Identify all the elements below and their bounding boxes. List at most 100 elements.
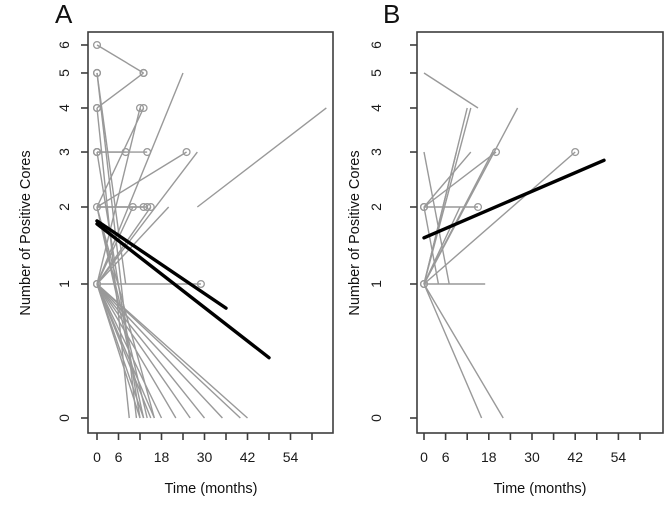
trajectory-line bbox=[423, 151, 450, 285]
y-tick-label: 6 bbox=[368, 41, 384, 49]
y-axis: 0 1 2 3 4 5 6 bbox=[368, 41, 417, 422]
trajectory-line bbox=[96, 283, 241, 419]
y-tick-label: 4 bbox=[56, 104, 72, 112]
gray-trajectories bbox=[423, 72, 576, 419]
trajectory-line bbox=[96, 107, 145, 208]
fit-line bbox=[95, 222, 271, 360]
trajectory-line bbox=[96, 283, 248, 419]
data-point-circle bbox=[139, 103, 148, 113]
observation-markers bbox=[92, 40, 205, 289]
data-point-circle bbox=[143, 147, 152, 157]
fit-line bbox=[422, 158, 606, 240]
x-axis: 0 6 18 30 42 54 bbox=[420, 433, 641, 465]
y-axis: 0 1 2 3 4 5 6 bbox=[56, 41, 88, 422]
gray-trajectories bbox=[96, 44, 327, 419]
trajectory-line bbox=[96, 283, 155, 419]
trajectory-line bbox=[423, 283, 483, 419]
trajectory-line bbox=[96, 283, 206, 419]
trajectory-line bbox=[423, 151, 497, 208]
trajectory-line bbox=[96, 283, 163, 419]
trajectory-line bbox=[423, 283, 504, 419]
trajectory-line bbox=[96, 283, 223, 419]
x-tick-label: 6 bbox=[442, 449, 450, 465]
trajectory-line bbox=[423, 206, 440, 285]
x-tick-label: 42 bbox=[240, 449, 256, 465]
data-point-circle bbox=[92, 147, 102, 157]
fit-line bbox=[95, 219, 228, 310]
trajectory-line bbox=[96, 206, 134, 285]
y-tick-label: 4 bbox=[368, 104, 384, 112]
x-axis: 0 6 18 30 42 54 bbox=[93, 433, 313, 465]
data-point-circle bbox=[419, 202, 429, 212]
y-tick-label: 6 bbox=[56, 41, 72, 49]
y-tick-label: 5 bbox=[368, 69, 384, 77]
y-tick-label: 3 bbox=[368, 148, 384, 156]
trajectory-line bbox=[196, 107, 327, 208]
trajectory-line bbox=[96, 72, 145, 109]
data-point-circle bbox=[92, 103, 102, 113]
trajectory-line bbox=[96, 151, 187, 208]
x-tick-label: 0 bbox=[420, 449, 428, 465]
data-point-circle bbox=[182, 147, 191, 157]
x-tick-label: 54 bbox=[611, 449, 627, 465]
data-point-circle bbox=[419, 279, 429, 289]
y-tick-label: 1 bbox=[56, 280, 72, 288]
trajectory-line bbox=[96, 283, 177, 419]
data-point-circle bbox=[128, 202, 137, 212]
x-tick-label: 54 bbox=[283, 449, 299, 465]
panel-a-y-axis-label: Number of Positive Cores bbox=[18, 150, 34, 316]
data-point-circle bbox=[491, 147, 501, 157]
x-tick-label: 30 bbox=[197, 449, 213, 465]
data-point-circle bbox=[92, 40, 102, 50]
trajectory-line bbox=[423, 151, 576, 285]
black-fit-lines bbox=[95, 219, 271, 360]
panel-b-x-axis-label: Time (months) bbox=[493, 481, 587, 497]
trajectory-line bbox=[96, 107, 141, 285]
y-tick-label: 2 bbox=[56, 203, 72, 211]
plot-frame bbox=[416, 31, 664, 434]
x-tick-label: 18 bbox=[154, 449, 170, 465]
data-point-circle bbox=[196, 279, 205, 289]
data-point-circle bbox=[473, 202, 483, 212]
data-point-circle bbox=[146, 202, 155, 212]
data-point-circle bbox=[571, 147, 580, 157]
y-tick-label: 3 bbox=[56, 148, 72, 156]
black-fit-lines bbox=[422, 158, 606, 240]
trajectory-line bbox=[96, 283, 145, 419]
y-tick-label: 1 bbox=[368, 280, 384, 288]
panel-b-letter: B bbox=[383, 0, 401, 29]
y-tick-label: 0 bbox=[56, 414, 72, 422]
trajectory-line bbox=[423, 151, 472, 208]
trajectory-line bbox=[423, 72, 479, 109]
x-tick-label: 6 bbox=[115, 449, 123, 465]
panel-a-x-axis-label: Time (months) bbox=[164, 481, 258, 497]
data-point-circle bbox=[143, 202, 152, 212]
trajectory-line bbox=[96, 151, 198, 285]
trajectory-line bbox=[423, 151, 494, 285]
observation-markers bbox=[419, 147, 580, 289]
trajectory-line bbox=[96, 44, 144, 74]
trajectory-line bbox=[423, 151, 458, 285]
x-tick-label: 18 bbox=[481, 449, 497, 465]
x-tick-label: 42 bbox=[567, 449, 583, 465]
data-point-circle bbox=[92, 202, 102, 212]
data-point-circle bbox=[135, 103, 145, 113]
trajectory-line bbox=[423, 206, 461, 285]
trajectory-line bbox=[96, 283, 191, 419]
panel-a-letter: A bbox=[55, 0, 73, 29]
x-tick-label: 0 bbox=[93, 449, 101, 465]
y-tick-label: 0 bbox=[368, 414, 384, 422]
data-point-circle bbox=[139, 68, 148, 78]
y-tick-label: 2 bbox=[368, 203, 384, 211]
x-tick-label: 30 bbox=[524, 449, 540, 465]
panel-b-y-axis-label: Number of Positive Cores bbox=[347, 150, 363, 316]
data-point-circle bbox=[121, 147, 130, 157]
plot-frame bbox=[87, 31, 334, 434]
data-point-circle bbox=[92, 68, 102, 78]
data-point-circle bbox=[92, 279, 102, 289]
y-tick-label: 5 bbox=[56, 69, 72, 77]
